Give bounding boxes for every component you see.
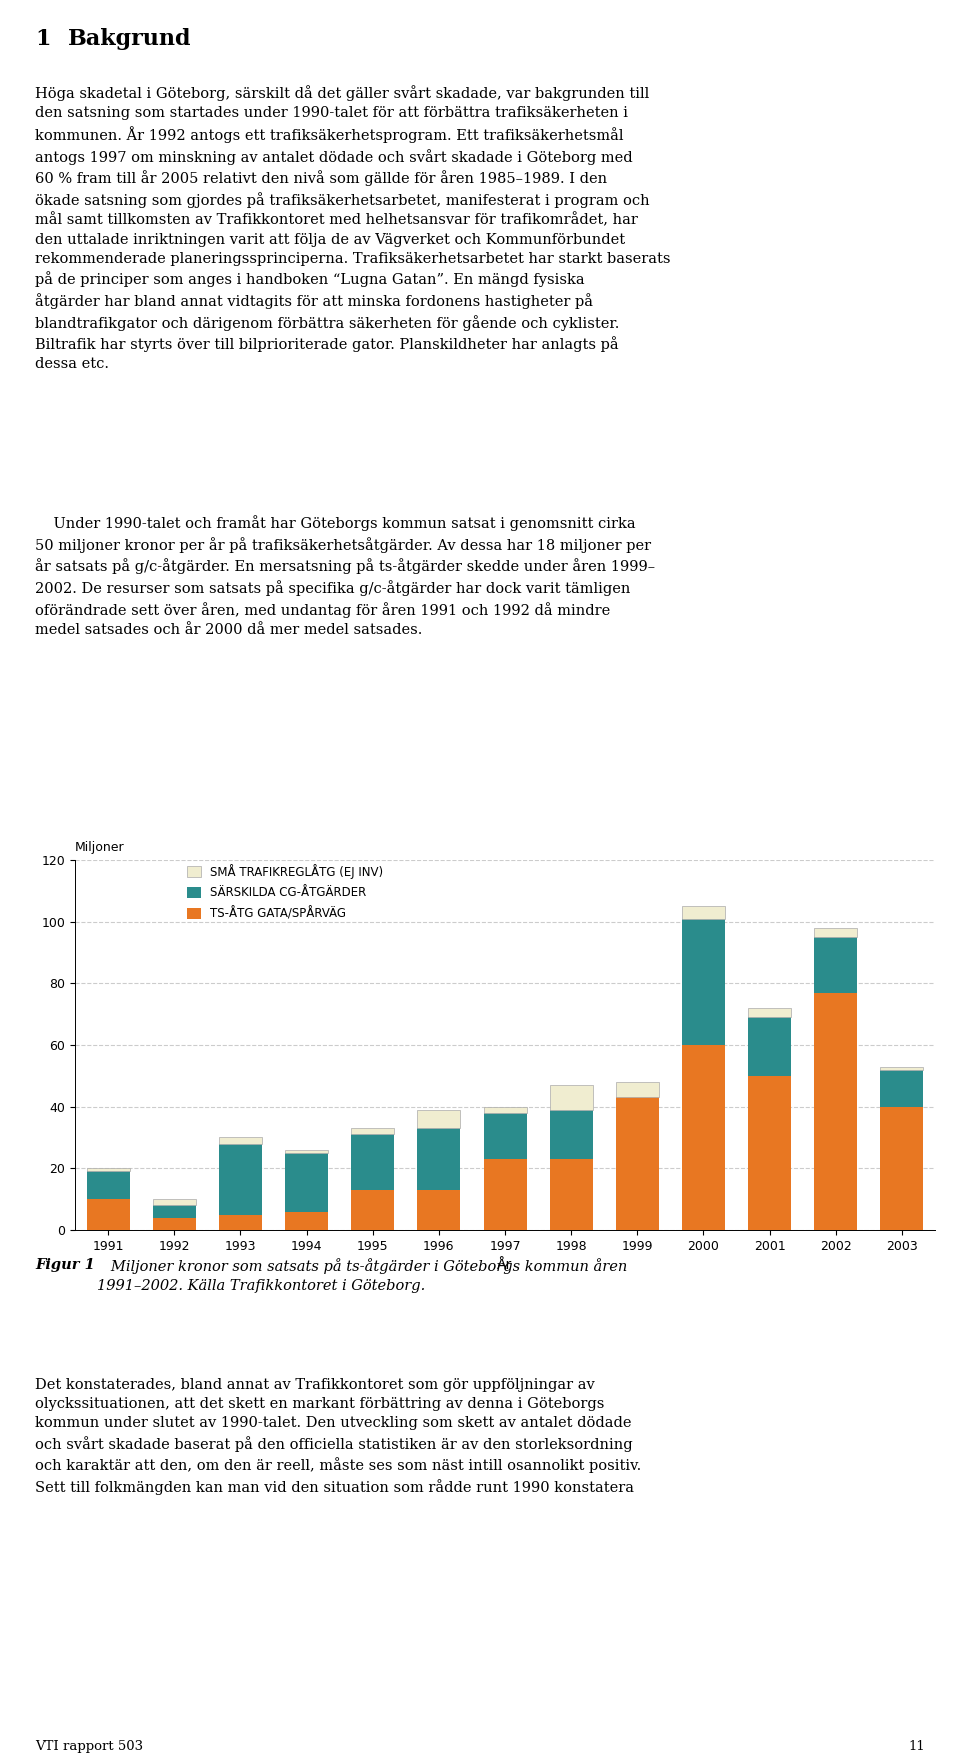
Bar: [86, 1199, 130, 1231]
Bar: [550, 1158, 592, 1231]
Text: Figur 1: Figur 1: [35, 1259, 95, 1271]
Bar: [351, 1190, 395, 1231]
Text: Miljoner: Miljoner: [75, 841, 125, 853]
Bar: [814, 993, 857, 1231]
Bar: [682, 919, 725, 1045]
Text: 1: 1: [35, 28, 51, 49]
Bar: [550, 1084, 592, 1109]
Bar: [682, 906, 725, 919]
Bar: [285, 1153, 328, 1211]
Bar: [748, 1008, 791, 1017]
Text: VTI rapport 503: VTI rapport 503: [35, 1740, 143, 1752]
Bar: [484, 1112, 526, 1158]
Bar: [285, 1211, 328, 1231]
Text: 11: 11: [908, 1740, 925, 1752]
Bar: [682, 1045, 725, 1231]
Bar: [484, 1158, 526, 1231]
Bar: [615, 1082, 659, 1097]
Bar: [351, 1128, 395, 1134]
Bar: [880, 1070, 924, 1107]
Bar: [484, 1107, 526, 1112]
Bar: [748, 1075, 791, 1231]
Bar: [880, 1067, 924, 1070]
Legend: SMÅ TRAFIKREGLÅTG (EJ INV), SÄRSKILDA CG-ÅTGÄRDER, TS-ÅTG GATA/SPÅRVÄG: SMÅ TRAFIKREGLÅTG (EJ INV), SÄRSKILDA CG…: [187, 864, 384, 920]
Text: Höga skadetal i Göteborg, särskilt då det gäller svårt skadade, var bakgrunden t: Höga skadetal i Göteborg, särskilt då de…: [35, 85, 670, 372]
Text: Under 1990-talet och framåt har Göteborgs kommun satsat i genomsnitt cirka
50 mi: Under 1990-talet och framåt har Göteborg…: [35, 515, 655, 636]
Bar: [153, 1199, 196, 1206]
Bar: [153, 1206, 196, 1218]
Text: Bakgrund: Bakgrund: [68, 28, 191, 49]
Bar: [880, 1107, 924, 1231]
Bar: [86, 1169, 130, 1171]
Bar: [153, 1218, 196, 1231]
Text: Det konstaterades, bland annat av Trafikkontoret som gör uppföljningar av
olycks: Det konstaterades, bland annat av Trafik…: [35, 1379, 641, 1495]
Bar: [219, 1137, 262, 1144]
Bar: [219, 1215, 262, 1231]
Bar: [418, 1128, 461, 1190]
Bar: [550, 1109, 592, 1158]
Bar: [814, 938, 857, 993]
Bar: [351, 1134, 395, 1190]
Bar: [418, 1109, 461, 1128]
X-axis label: År: År: [497, 1259, 513, 1273]
Bar: [748, 1017, 791, 1075]
Bar: [219, 1144, 262, 1215]
Bar: [418, 1190, 461, 1231]
Bar: [615, 1097, 659, 1231]
Bar: [814, 927, 857, 938]
Bar: [285, 1149, 328, 1153]
Text: Miljoner kronor som satsats på ts-åtgärder i Göteborgs kommun åren
1991–2002. Kä: Miljoner kronor som satsats på ts-åtgärd…: [97, 1259, 627, 1292]
Bar: [86, 1171, 130, 1199]
